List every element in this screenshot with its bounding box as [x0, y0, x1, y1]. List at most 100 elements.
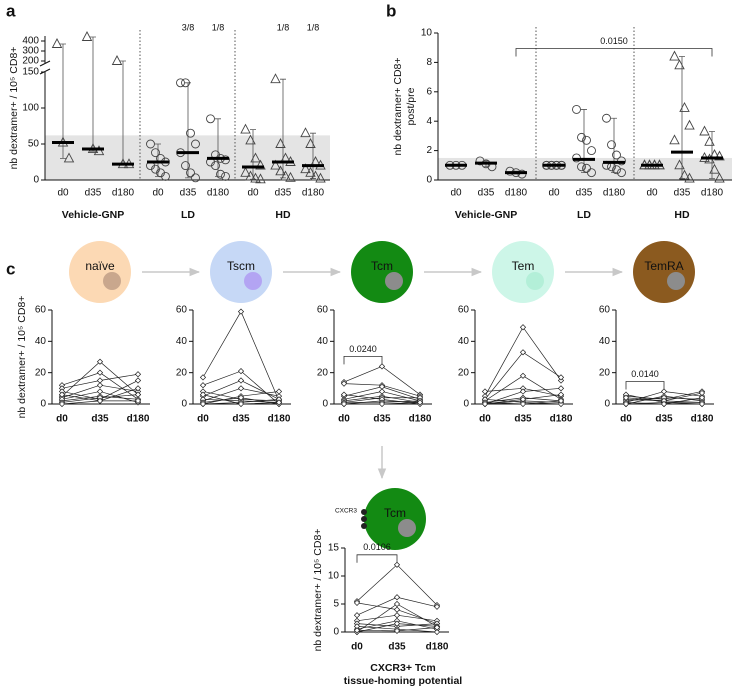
x-tick-label: d180	[409, 414, 432, 425]
data-point	[181, 78, 190, 88]
data-point	[250, 152, 261, 163]
data-point	[270, 73, 281, 84]
donor-point	[433, 628, 441, 636]
data-point	[181, 161, 190, 171]
cell-name: Tem	[512, 259, 535, 273]
donor-point	[134, 397, 142, 404]
donor-point	[199, 382, 207, 389]
cell-name: Tcm	[384, 506, 406, 520]
data-point	[617, 168, 626, 178]
x-tick-label: d35	[514, 414, 532, 425]
y-tick-label: 60	[599, 305, 611, 316]
data-point	[250, 172, 261, 183]
comparison-label: 0.0106	[363, 542, 391, 552]
x-tick-label: d35	[275, 188, 292, 199]
y-tick-label: 15	[328, 543, 340, 554]
y-axis-title: nb dextramer+ / 10⁵ CD8+	[312, 529, 324, 652]
data-point	[300, 163, 311, 174]
y-tick-label: 0	[333, 627, 339, 638]
donor-point	[481, 400, 489, 408]
y-axis-title: post/pre	[405, 87, 417, 125]
donor-point	[433, 603, 441, 610]
data-point	[577, 162, 586, 172]
group-label: Vehicle-GNP	[62, 209, 124, 221]
donor-point	[340, 391, 348, 398]
donor-point	[557, 377, 565, 384]
y-tick-label: 40	[317, 336, 329, 347]
y-tick-label: 300	[22, 46, 39, 57]
surface-receptor	[361, 523, 367, 529]
data-point	[310, 170, 321, 181]
x-tick-label: d35	[180, 188, 197, 199]
donor-point	[393, 594, 401, 601]
x-tick-label: d0	[338, 414, 350, 425]
cell-name: Tcm	[371, 259, 393, 273]
data-point	[111, 55, 123, 65]
cell-name: TemRA	[644, 259, 683, 273]
x-tick-label: d35	[232, 414, 250, 425]
panel-letter: c	[6, 259, 15, 278]
comparison-label: 0.0150	[600, 36, 628, 46]
x-tick-label: d180	[603, 188, 626, 199]
y-tick-label: 0	[33, 175, 39, 186]
y-tick-label: 200	[22, 56, 39, 67]
range-whisker	[60, 43, 66, 159]
x-tick-label: d35	[388, 642, 406, 653]
y-tick-label: 40	[458, 336, 470, 347]
x-tick-label: d35	[85, 188, 102, 199]
donor-point	[393, 627, 401, 634]
data-point	[572, 104, 581, 114]
donor-point	[340, 380, 348, 387]
donor-point	[393, 612, 401, 619]
cell-nucleus	[103, 272, 121, 290]
donor-point	[519, 349, 527, 356]
donor-point	[622, 400, 630, 408]
data-point	[275, 138, 286, 148]
panel-letter: a	[6, 1, 16, 20]
x-tick-label: d0	[152, 188, 164, 199]
donor-point	[96, 369, 104, 376]
group-label: LD	[577, 209, 591, 221]
data-point	[186, 168, 195, 178]
data-point	[245, 134, 256, 145]
y-tick-label: 4	[426, 116, 432, 127]
x-tick-label: d0	[548, 188, 560, 199]
donor-point	[237, 368, 245, 375]
data-point	[714, 172, 725, 183]
data-point	[669, 134, 680, 145]
x-tick-label: d180	[426, 642, 449, 653]
donor-point	[378, 363, 386, 370]
data-point	[240, 166, 251, 177]
comparison-bracket	[515, 48, 713, 57]
donor-point	[275, 388, 283, 395]
receptor-label: CXCR3	[335, 508, 357, 515]
donor-point	[134, 391, 142, 398]
y-tick-label: 60	[458, 305, 470, 316]
donor-point	[199, 374, 207, 381]
comparison-bracket	[356, 554, 398, 563]
x-tick-label: d180	[268, 414, 291, 425]
comparison-bracket	[343, 356, 383, 365]
data-point	[669, 50, 680, 61]
group-label: LD	[181, 209, 195, 221]
donor-point	[199, 391, 207, 398]
x-tick-label: d35	[576, 188, 593, 199]
y-tick-label: 20	[35, 367, 47, 378]
data-point	[714, 150, 725, 161]
data-point	[684, 119, 695, 130]
cell-name: naïve	[85, 259, 115, 273]
cell-nucleus	[526, 272, 544, 290]
y-tick-label: 10	[328, 571, 340, 582]
donor-point	[275, 399, 283, 406]
cell-nucleus	[385, 272, 403, 290]
data-point	[255, 173, 266, 184]
donor-point	[237, 385, 245, 392]
group-label: HD	[275, 209, 291, 221]
data-point	[146, 139, 155, 149]
donor-point	[237, 308, 245, 315]
comparison-label: 0.0240	[349, 344, 377, 354]
y-tick-label: 20	[458, 367, 470, 378]
x-tick-label: d35	[478, 188, 495, 199]
data-point	[587, 146, 596, 156]
